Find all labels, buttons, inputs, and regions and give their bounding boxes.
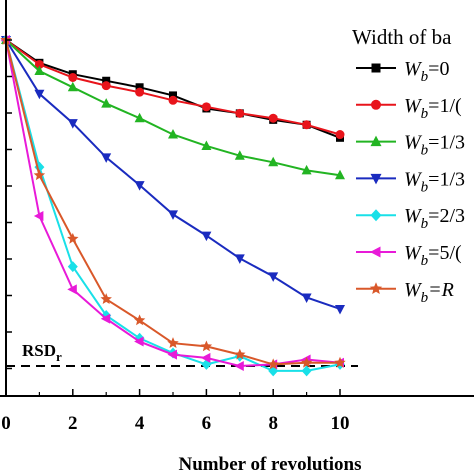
- data-point: [268, 156, 279, 167]
- data-point: [369, 282, 383, 295]
- data-point: [267, 358, 279, 370]
- series-line: [5, 39, 340, 366]
- data-point: [134, 336, 144, 347]
- data-point: [168, 129, 178, 139]
- rsd-reference-label: RSDr: [22, 341, 62, 364]
- data-point: [167, 337, 179, 349]
- x-tick-label: 0: [1, 413, 11, 434]
- series-1: [2, 36, 344, 142]
- data-point: [302, 120, 312, 130]
- data-point: [268, 272, 279, 282]
- data-point: [167, 349, 177, 360]
- legend-label: Wb=1/(: [404, 95, 462, 122]
- data-point: [100, 313, 111, 324]
- data-point: [67, 232, 79, 244]
- legend-item: Wb=0: [356, 58, 449, 85]
- data-point: [370, 173, 382, 185]
- legend-item: Wb=1/(: [356, 95, 462, 122]
- legend-item: Wb=1/3: [356, 132, 465, 159]
- data-point: [168, 210, 178, 220]
- x-tick-label: 8: [268, 413, 278, 434]
- legend-label: Wb=0: [404, 58, 449, 85]
- data-point: [67, 81, 78, 92]
- series-2: [1, 35, 345, 140]
- data-point: [133, 314, 146, 326]
- data-point: [67, 261, 78, 273]
- data-point: [371, 63, 381, 73]
- data-point: [300, 356, 313, 368]
- data-point: [370, 209, 382, 222]
- data-point: [34, 89, 45, 100]
- legend-label: Wb=1/3: [404, 132, 465, 159]
- data-point: [370, 246, 381, 258]
- data-point: [33, 169, 46, 181]
- data-point: [101, 81, 111, 91]
- legend-label: Wb=2/3: [404, 205, 465, 232]
- series-line: [5, 39, 341, 136]
- x-tick-label: 4: [135, 413, 145, 434]
- data-point: [102, 76, 111, 85]
- x-tick-label: 10: [331, 413, 350, 434]
- legend-label: Wb=1/3: [404, 168, 465, 195]
- series-line: [5, 39, 341, 310]
- data-point: [67, 119, 78, 129]
- data-point: [370, 135, 382, 147]
- data-point: [200, 352, 211, 363]
- data-point: [100, 293, 112, 305]
- series-7: [0, 34, 346, 370]
- data-point: [168, 95, 178, 105]
- data-point: [335, 304, 345, 315]
- x-tick-label: 2: [68, 413, 78, 434]
- data-point: [235, 108, 245, 118]
- data-point: [334, 356, 346, 368]
- data-point: [201, 102, 211, 112]
- data-point: [135, 83, 144, 92]
- legend-label: Wb=5/(: [404, 242, 462, 269]
- legend-item: Wb=5/(: [356, 242, 462, 269]
- data-point: [34, 65, 45, 75]
- legend-item: Wb=2/3: [356, 205, 465, 232]
- legend-item: Wb=1/3: [356, 168, 465, 195]
- data-point: [301, 164, 312, 175]
- legend: Width of ba Wb=0 Wb=1/( Wb=1/3 Wb=1/3 Wb=2/3 W…: [352, 25, 465, 306]
- data-point: [371, 99, 381, 110]
- data-point: [33, 211, 44, 222]
- series-5: [1, 34, 345, 377]
- data-point: [335, 130, 345, 140]
- series-3: [1, 34, 345, 180]
- legend-item: Wb=R: [356, 279, 454, 306]
- data-point: [68, 72, 78, 82]
- legend-label: Wb=R: [404, 279, 454, 306]
- data-point: [134, 181, 145, 191]
- data-point: [201, 140, 212, 150]
- x-axis-label: Number of revolutions: [179, 454, 362, 474]
- x-tick-label: 6: [202, 413, 212, 434]
- data-point: [134, 112, 145, 123]
- reference-line-group: RSDr: [6, 341, 358, 367]
- data-point: [67, 284, 77, 295]
- data-point: [135, 87, 145, 97]
- data-point: [268, 113, 278, 123]
- data-point: [234, 361, 244, 371]
- data-point: [301, 365, 312, 377]
- legend-title: Width of ba: [352, 25, 452, 49]
- data-point: [169, 91, 177, 100]
- data-point: [101, 153, 112, 163]
- axes-group: 0 2 4 6 8 10: [0, 0, 474, 434]
- data-point: [34, 59, 44, 69]
- data-point: [101, 98, 112, 108]
- series-group: [0, 34, 346, 377]
- data-point: [335, 169, 345, 180]
- series-line: [5, 39, 341, 139]
- data-point: [201, 231, 212, 242]
- data-point: [234, 254, 245, 264]
- data-point: [234, 150, 245, 160]
- series-line: [5, 39, 341, 368]
- data-point: [234, 348, 246, 360]
- data-point: [200, 340, 213, 352]
- data-point: [301, 293, 312, 304]
